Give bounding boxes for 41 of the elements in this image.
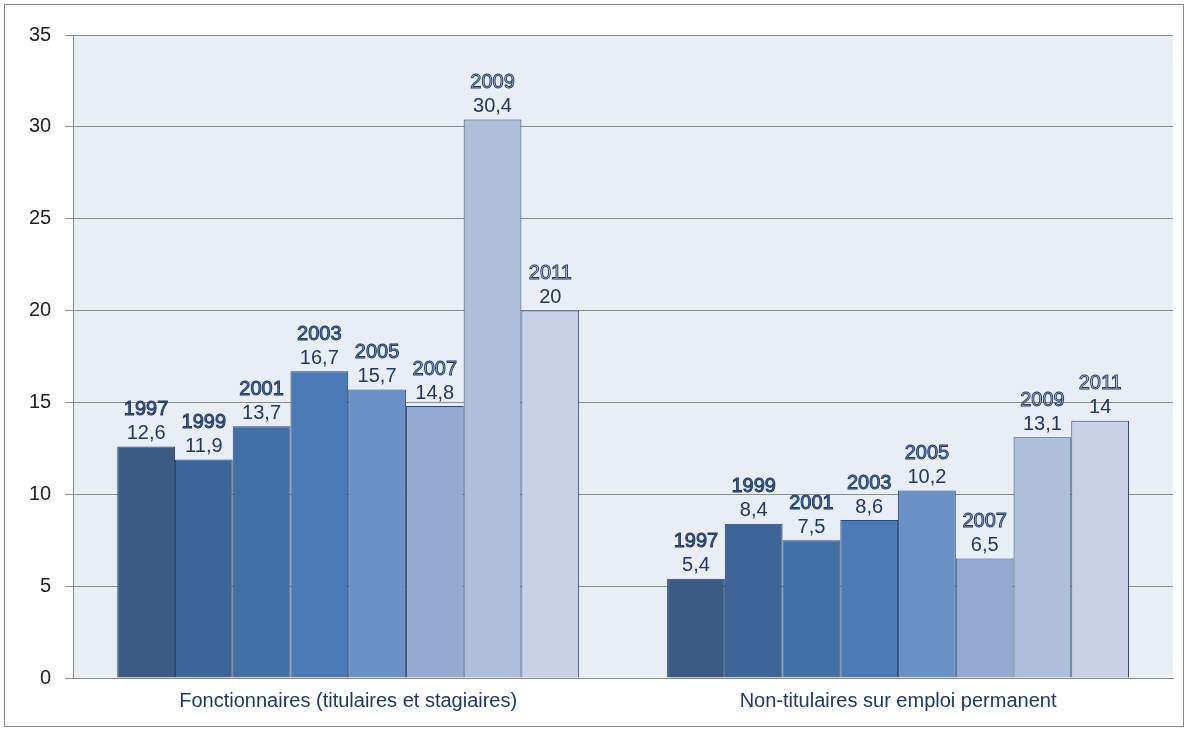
data-label: 11,9	[185, 433, 223, 456]
text: 1997	[673, 529, 719, 552]
data-label: 12,6	[126, 421, 166, 444]
data-label: 14,8	[415, 380, 455, 403]
data-label: 13,7	[242, 400, 282, 423]
series-label: 2007	[412, 356, 458, 379]
y-tick-label: 25	[29, 206, 52, 229]
text: 1999	[181, 409, 227, 432]
text: 2003	[846, 470, 892, 493]
data-label: 16,7	[299, 345, 339, 368]
data-label: 7,5	[797, 514, 826, 537]
y-tick-label: 35	[29, 22, 52, 45]
data-label: 6,5	[970, 533, 999, 556]
y-tick-label: 0	[40, 665, 52, 688]
data-label: 13,1	[1022, 411, 1062, 434]
y-tick-label: 30	[29, 114, 52, 137]
series-label: 1997	[123, 397, 169, 420]
data-label: 8,4	[739, 498, 768, 521]
series-label: 2005	[904, 441, 950, 464]
text: 2005	[354, 340, 400, 363]
y-tick-label: 5	[40, 573, 52, 596]
y-tick-label: 10	[29, 481, 52, 504]
text: 2011	[1078, 371, 1122, 394]
data-label: 5,4	[682, 553, 710, 576]
data-label: 20	[539, 285, 562, 308]
text: 2009	[470, 70, 515, 93]
data-label: 8,6	[855, 494, 884, 517]
text: 2007	[962, 509, 1007, 532]
data-label: 10,2	[907, 465, 947, 488]
x-tick-label: Non-titulaires sur emploi permanent	[739, 688, 1057, 711]
series-label: 1999	[731, 474, 776, 497]
y-tick-label: 20	[29, 298, 52, 321]
text: 2001	[789, 490, 834, 513]
data-label: 30,4	[473, 94, 512, 117]
series-label: 2003	[297, 321, 342, 344]
series-label: 2011	[528, 261, 572, 284]
series-label: 2001	[239, 376, 284, 399]
x-tick-label: Fonctionnaires (titulaires et stagiaires)	[179, 688, 518, 711]
y-tick-label: 15	[29, 389, 52, 412]
data-label: 14	[1089, 395, 1112, 418]
data-label: 15,7	[357, 364, 397, 387]
